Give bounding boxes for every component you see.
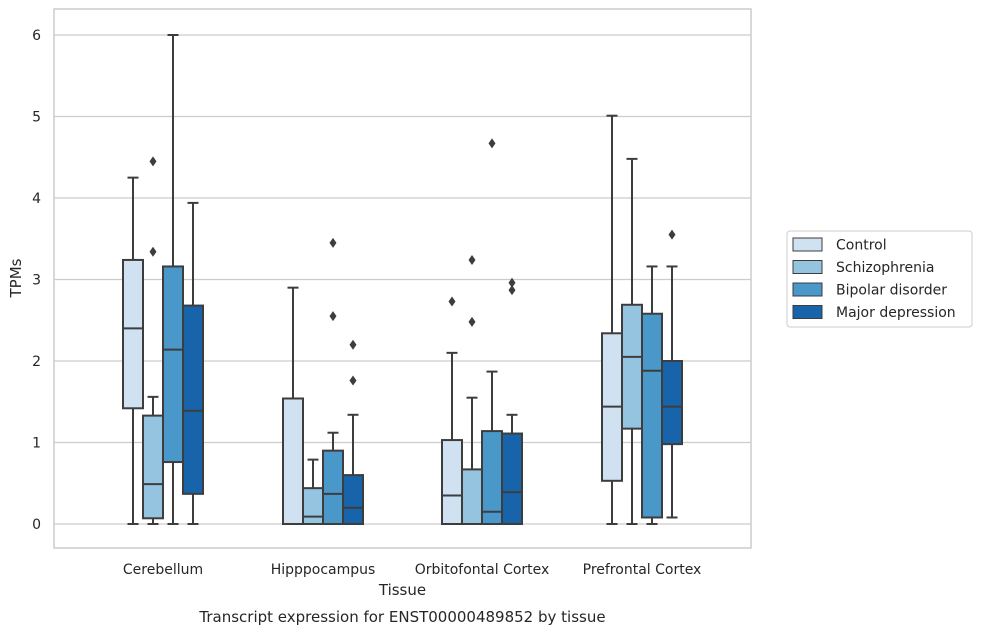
boxes (122, 34, 683, 526)
legend-swatch (792, 237, 823, 252)
legend: Control Schizophrenia Bipolar disorder Majo… (786, 230, 973, 328)
legend-swatch (792, 260, 823, 274)
box-body (641, 312, 663, 519)
box-body (322, 449, 344, 525)
box-2-2 (481, 138, 503, 525)
box-1-2 (322, 237, 344, 525)
x-tick-labels: Cerebellum Hipppocampus Orbitofontal Corte… (123, 562, 701, 578)
box-body (162, 265, 184, 464)
y-tick-label: 3 (32, 273, 41, 289)
outlier-point (349, 339, 357, 350)
box-body (302, 487, 324, 526)
outlier-point (508, 277, 516, 288)
y-tick-label: 4 (32, 191, 41, 207)
outlier-point (349, 375, 357, 386)
y-tick-label: 1 (32, 436, 41, 452)
outlier-point (488, 138, 496, 149)
box-body (661, 360, 683, 446)
plot-frame (53, 8, 752, 549)
legend-frame (786, 230, 973, 328)
x-axis-label: Tissue (378, 581, 426, 599)
box-0-0 (122, 176, 144, 525)
box-0-3 (182, 201, 204, 525)
y-tick-label: 6 (32, 28, 41, 44)
y-tick-label: 5 (32, 110, 41, 126)
outlier-point (468, 316, 476, 327)
outlier-point (149, 156, 157, 167)
outlier-point (448, 296, 456, 307)
y-tick-label: 0 (32, 517, 41, 533)
box-body (342, 474, 364, 526)
box-body (501, 432, 523, 525)
box-body (441, 439, 463, 525)
box-body (461, 468, 483, 525)
box-body (282, 397, 304, 525)
legend-label: Schizophrenia (836, 260, 934, 276)
outlier-point (468, 254, 476, 265)
legend-label: Control (836, 238, 887, 254)
box-body (182, 304, 204, 495)
y-tick-labels: 0 1 2 3 4 5 6 (32, 28, 41, 533)
box-body (122, 258, 144, 410)
box-body (142, 414, 164, 520)
chart-caption: Transcript expression for ENST0000048985… (198, 608, 605, 626)
box-1-0 (282, 286, 304, 525)
box-3-0 (601, 114, 623, 525)
box-3-3 (661, 229, 683, 519)
x-tick-label: Prefrontal Cortex (583, 562, 702, 578)
box-body (481, 430, 503, 525)
y-axis-label: TPMs (7, 258, 25, 298)
box-body (621, 303, 643, 430)
outlier-point (329, 237, 337, 248)
x-tick-label: Orbitofontal Cortex (415, 562, 550, 578)
box-3-1 (621, 157, 643, 525)
legend-swatch (792, 305, 823, 319)
outlier-point (149, 246, 157, 257)
box-2-1 (461, 254, 483, 525)
x-tick-label: Hipppocampus (271, 562, 376, 578)
box-0-1 (142, 156, 164, 525)
y-tick-label: 2 (32, 354, 41, 370)
legend-label: Bipolar disorder (836, 283, 947, 299)
legend-label: Major depression (836, 305, 956, 321)
legend-swatch (792, 282, 823, 297)
box-1-3 (342, 339, 364, 526)
outlier-point (508, 285, 516, 296)
box-2-3 (501, 277, 523, 525)
x-tick-label: Cerebellum (123, 562, 203, 578)
outlier-point (329, 311, 337, 322)
outlier-point (668, 229, 676, 240)
